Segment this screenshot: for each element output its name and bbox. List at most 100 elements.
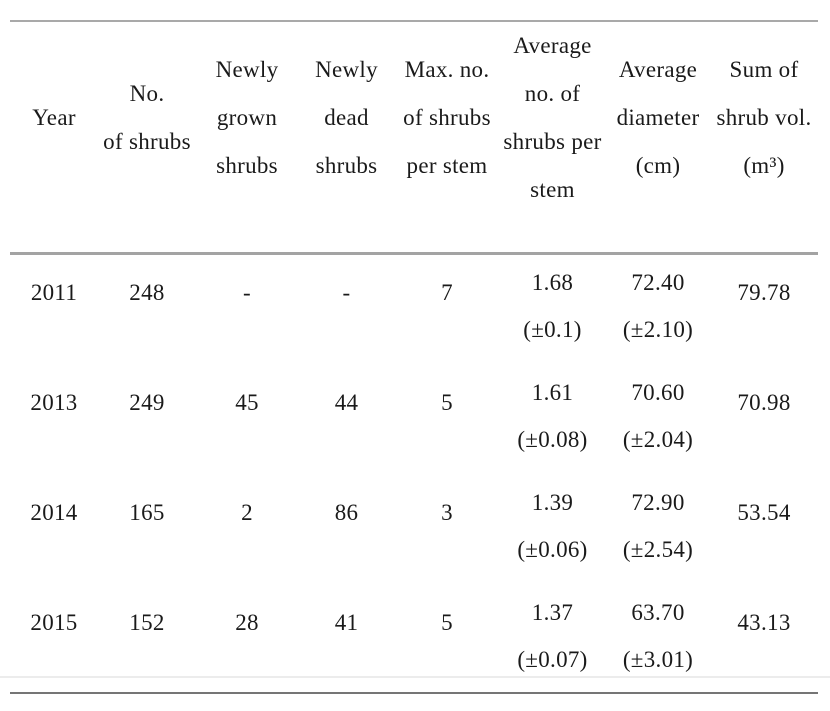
cell-line: 70.98 — [737, 390, 791, 415]
cell-line: 1.37 — [531, 600, 574, 625]
header-line: diameter — [616, 105, 700, 130]
header-line: (cm) — [635, 153, 681, 178]
header-cell-avg-diameter: Average diameter (cm) — [606, 22, 710, 254]
cell-2011-avg-diameter: 72.40 (±2.10) — [606, 256, 710, 366]
cell-line: 44 — [334, 390, 359, 415]
cell-line: 2011 — [30, 280, 78, 305]
table-row-2015: 2015 152 28 41 5 1.37 (±0.07) 63.70 (±3.01) 43.13 — [10, 586, 818, 696]
cell-2015-sum-volume: 43.13 — [710, 586, 818, 696]
cell-2015-newly-dead: 41 — [298, 586, 395, 696]
cell-line: 1.61 — [531, 380, 574, 405]
header-cell-no-of-shrubs: No. of shrubs — [98, 22, 196, 254]
header-line: stem — [530, 177, 575, 202]
cell-line: 165 — [129, 500, 165, 525]
page-bottom-light-rule — [0, 676, 830, 678]
cell-line: (±0.1) — [523, 317, 582, 342]
table-top-rule — [10, 20, 818, 22]
cell-2014-avg-per-stem: 1.39 (±0.06) — [499, 476, 606, 586]
cell-2013-newly-grown: 45 — [196, 366, 298, 476]
cell-2011-newly-grown: - — [196, 256, 298, 366]
cell-2013-max-per-stem: 5 — [395, 366, 499, 476]
header-cell-avg-per-stem: Average no. of shrubs per stem — [499, 22, 606, 254]
cell-2011-max-per-stem: 7 — [395, 256, 499, 366]
cell-line: 1.39 — [531, 490, 574, 515]
cell-line: (±3.01) — [622, 647, 694, 672]
cell-2013-year: 2013 — [10, 366, 98, 476]
cell-line: (±0.07) — [517, 647, 588, 672]
header-cell-sum-volume: Sum of shrub vol. (m³) — [710, 22, 818, 254]
cell-line: 72.90 — [631, 490, 685, 515]
header-line: dead — [324, 105, 369, 130]
cell-line: 2014 — [30, 500, 78, 525]
cell-line: 7 — [441, 280, 453, 305]
cell-line: 79.78 — [737, 280, 791, 305]
header-cell-newly-dead: Newly dead shrubs — [298, 22, 395, 254]
cell-line: 43.13 — [737, 610, 791, 635]
header-line: of shrubs — [103, 129, 191, 154]
table-header-rule — [10, 252, 818, 255]
cell-line: 2015 — [30, 610, 78, 635]
cell-2015-no-of-shrubs: 152 — [98, 586, 196, 696]
header-line: Newly — [315, 57, 378, 82]
header-line: per stem — [406, 153, 488, 178]
header-line: Average — [618, 57, 698, 82]
cell-2014-no-of-shrubs: 165 — [98, 476, 196, 586]
cell-line: - — [342, 280, 351, 305]
cell-line: 2013 — [30, 390, 78, 415]
cell-2011-avg-per-stem: 1.68 (±0.1) — [499, 256, 606, 366]
cell-line: 45 — [235, 390, 259, 415]
header-line: Sum of — [729, 57, 799, 82]
header-line: grown — [216, 105, 278, 130]
cell-line: 63.70 — [631, 600, 685, 625]
cell-2013-no-of-shrubs: 249 — [98, 366, 196, 476]
cell-2013-avg-diameter: 70.60 (±2.04) — [606, 366, 710, 476]
cell-2015-year: 2015 — [10, 586, 98, 696]
header-line: (m³) — [743, 153, 785, 178]
cell-2014-newly-grown: 2 — [196, 476, 298, 586]
header-cell-year: Year — [10, 22, 98, 254]
header-line: shrubs per — [503, 129, 602, 154]
cell-line: (±2.04) — [622, 427, 694, 452]
cell-2015-max-per-stem: 5 — [395, 586, 499, 696]
header-line: No. — [129, 81, 165, 106]
header-line: Average — [513, 33, 592, 58]
cell-line: (±0.06) — [517, 537, 588, 562]
cell-line: 249 — [129, 390, 165, 415]
cell-line: 1.68 — [531, 270, 574, 295]
header-line: no. of — [524, 81, 581, 106]
cell-2011-year: 2011 — [10, 256, 98, 366]
cell-line: 41 — [334, 610, 359, 635]
table-row-2014: 2014 165 2 86 3 1.39 (±0.06) 72.90 (±2.54) 53.54 — [10, 476, 818, 586]
cell-2011-sum-volume: 79.78 — [710, 256, 818, 366]
cell-2014-newly-dead: 86 — [298, 476, 395, 586]
header-line: Newly — [215, 57, 279, 82]
cell-line: 70.60 — [631, 380, 685, 405]
cell-2013-sum-volume: 70.98 — [710, 366, 818, 476]
cell-line: (±2.10) — [622, 317, 694, 342]
cell-line: 72.40 — [631, 270, 685, 295]
cell-line: 248 — [129, 280, 165, 305]
cell-2013-newly-dead: 44 — [298, 366, 395, 476]
cell-2014-sum-volume: 53.54 — [710, 476, 818, 586]
cell-2014-year: 2014 — [10, 476, 98, 586]
cell-2014-avg-diameter: 72.90 (±2.54) — [606, 476, 710, 586]
header-line: Year — [32, 105, 76, 130]
header-line: shrubs — [216, 153, 278, 178]
cell-line: 2 — [241, 500, 253, 525]
cell-line: (±0.08) — [517, 427, 588, 452]
cell-line: 3 — [441, 500, 453, 525]
table-row-2011: 2011 248 - - 7 1.68 (±0.1) 72.40 (±2.10) 79.78 — [10, 256, 818, 366]
header-cell-max-per-stem: Max. no. of shrubs per stem — [395, 22, 499, 254]
cell-line: (±2.54) — [622, 537, 694, 562]
table-bottom-rule — [10, 692, 818, 694]
cell-line: 5 — [441, 610, 453, 635]
cell-2013-avg-per-stem: 1.61 (±0.08) — [499, 366, 606, 476]
cell-2015-newly-grown: 28 — [196, 586, 298, 696]
table-body: 2011 248- -7 1.68 (±0.1) 72.40 (±2.10) 79.78 201… — [10, 256, 818, 696]
cell-2014-max-per-stem: 3 — [395, 476, 499, 586]
cell-line: 86 — [334, 500, 359, 525]
cell-line: 152 — [129, 610, 165, 635]
table-row-2013: 2013 249 45 44 5 1.61 (±0.08) 70.60 (±2.04) 70.98 — [10, 366, 818, 476]
cell-line: 5 — [441, 390, 453, 415]
